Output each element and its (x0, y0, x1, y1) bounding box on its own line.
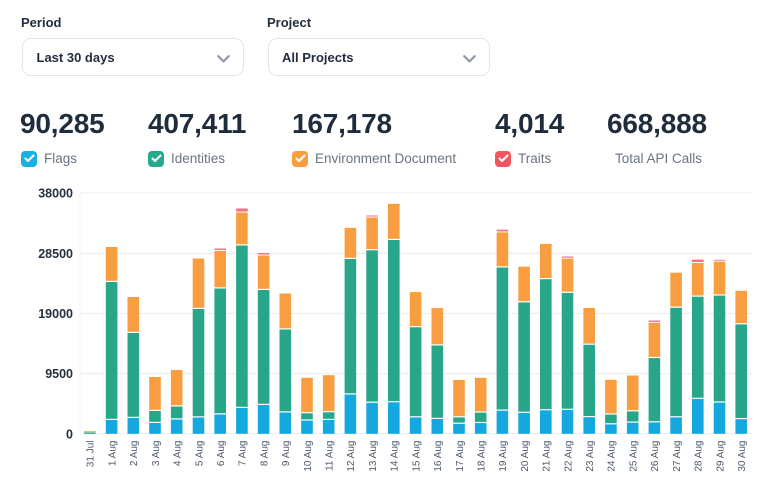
svg-text:20 Aug: 20 Aug (520, 441, 531, 472)
svg-text:29 Aug: 29 Aug (715, 441, 726, 472)
svg-text:28500: 28500 (38, 247, 73, 261)
svg-text:15 Aug: 15 Aug (411, 441, 422, 472)
svg-text:28 Aug: 28 Aug (694, 441, 705, 472)
svg-text:19 Aug: 19 Aug (498, 441, 509, 472)
svg-text:11 Aug: 11 Aug (325, 441, 336, 471)
svg-text:21 Aug: 21 Aug (542, 441, 553, 472)
svg-text:22 Aug: 22 Aug (563, 441, 574, 472)
svg-text:18 Aug: 18 Aug (477, 441, 488, 472)
svg-text:19000: 19000 (38, 307, 73, 321)
svg-text:8 Aug: 8 Aug (259, 441, 270, 467)
svg-text:23 Aug: 23 Aug (585, 441, 596, 472)
svg-text:14 Aug: 14 Aug (390, 441, 401, 472)
svg-text:2 Aug: 2 Aug (129, 441, 140, 467)
svg-text:3 Aug: 3 Aug (151, 441, 162, 467)
svg-text:38000: 38000 (38, 187, 73, 201)
svg-text:7 Aug: 7 Aug (238, 441, 249, 467)
svg-text:9500: 9500 (45, 367, 73, 381)
svg-text:1 Aug: 1 Aug (107, 441, 118, 467)
svg-text:27 Aug: 27 Aug (672, 441, 683, 472)
svg-text:5 Aug: 5 Aug (194, 441, 205, 467)
svg-text:16 Aug: 16 Aug (433, 441, 444, 472)
svg-text:25 Aug: 25 Aug (628, 441, 639, 472)
svg-text:0: 0 (66, 427, 73, 441)
svg-text:13 Aug: 13 Aug (368, 441, 379, 472)
svg-text:6 Aug: 6 Aug (216, 441, 227, 467)
svg-text:12 Aug: 12 Aug (346, 441, 357, 472)
svg-text:10 Aug: 10 Aug (303, 441, 314, 472)
svg-text:26 Aug: 26 Aug (650, 441, 661, 472)
svg-text:31 Jul: 31 Jul (86, 441, 97, 468)
svg-text:30 Aug: 30 Aug (737, 441, 748, 472)
svg-text:4 Aug: 4 Aug (173, 441, 184, 467)
svg-text:9 Aug: 9 Aug (281, 441, 292, 467)
svg-text:24 Aug: 24 Aug (607, 441, 618, 472)
svg-text:17 Aug: 17 Aug (455, 441, 466, 472)
